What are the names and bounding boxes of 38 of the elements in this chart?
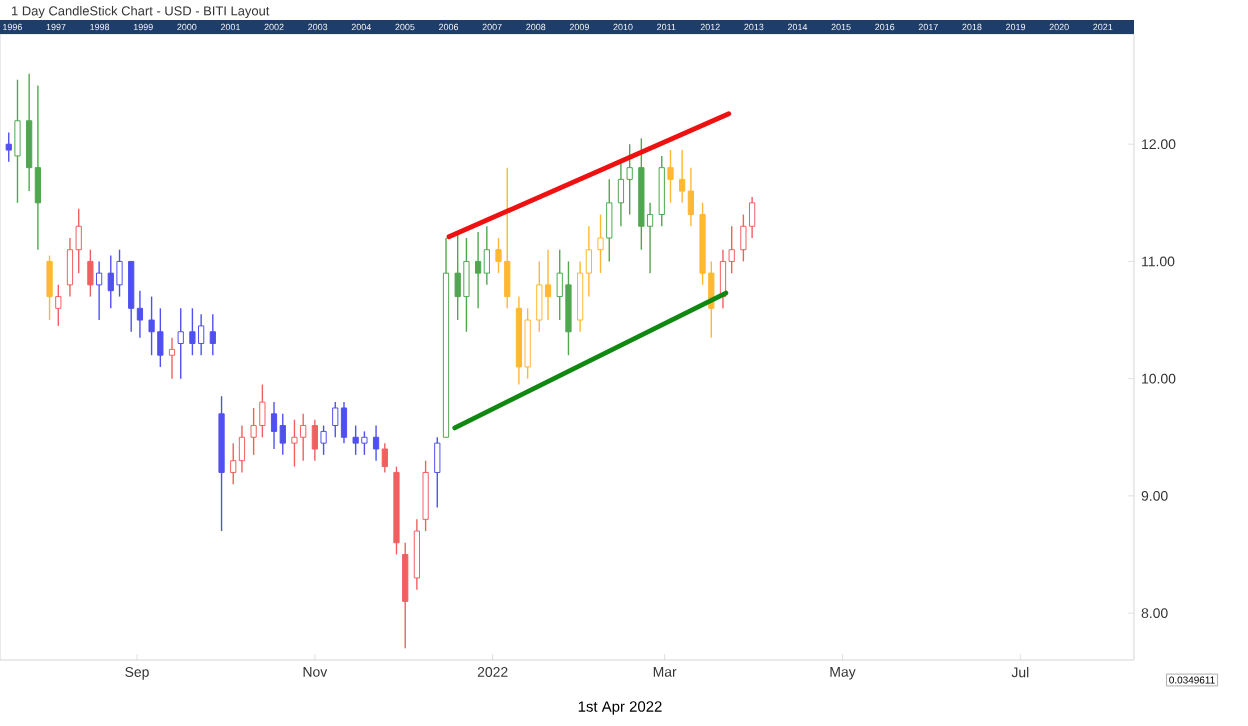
candlestick [5, 131, 12, 163]
candlestick [474, 231, 482, 310]
candlestick [209, 313, 216, 356]
candlestick [340, 401, 348, 444]
candlestick [168, 336, 176, 380]
candlestick [658, 155, 665, 227]
candlestick [270, 401, 278, 450]
candlestick [116, 249, 123, 298]
candlestick [320, 424, 327, 456]
candlestick [434, 436, 441, 509]
candlestick [544, 249, 552, 321]
candlestick [413, 518, 420, 591]
candlestick [230, 442, 237, 485]
candlestick [667, 149, 674, 204]
candlestick [524, 307, 531, 380]
candlestick [483, 225, 490, 286]
candlestick [311, 418, 318, 462]
candlestick [34, 84, 42, 251]
candlestick [238, 424, 246, 474]
candlestick [372, 424, 380, 462]
candlestick [626, 143, 633, 216]
candlestick [14, 79, 21, 204]
candlestick [87, 249, 94, 298]
candlestick [617, 161, 625, 227]
candlestick [46, 254, 53, 321]
candlestick [279, 413, 286, 456]
candlestick [55, 284, 62, 327]
candlestick [128, 260, 135, 333]
candlestick [687, 166, 695, 227]
candlestick [381, 442, 388, 474]
candlestick [189, 307, 196, 356]
candlestick [402, 542, 409, 649]
candlestick [177, 307, 184, 380]
candlestick [536, 260, 543, 333]
candlestick [95, 260, 103, 321]
candlestick [332, 401, 339, 438]
candlestick [422, 460, 429, 532]
candlestick [291, 418, 298, 468]
